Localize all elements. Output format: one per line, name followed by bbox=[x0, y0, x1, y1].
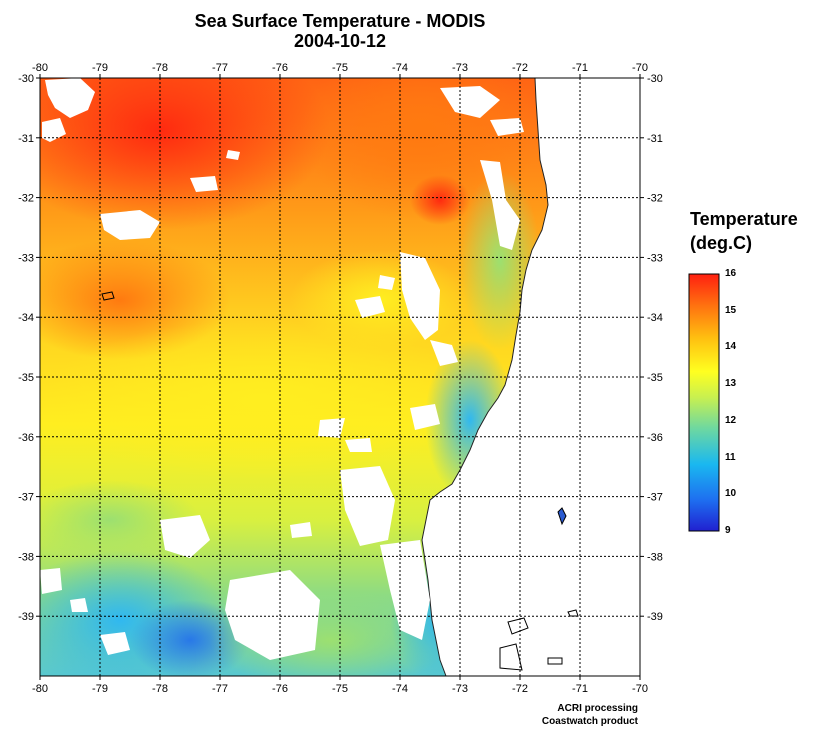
colorbar-label: 13 bbox=[725, 378, 737, 390]
lat-label-left: -33 bbox=[18, 252, 34, 264]
colorbar-label: 11 bbox=[725, 451, 736, 463]
legend-title: Temperature bbox=[690, 209, 798, 229]
lon-label-top: -80 bbox=[32, 62, 48, 74]
lon-label-top: -78 bbox=[152, 62, 168, 74]
lat-label-right: -39 bbox=[647, 611, 663, 623]
lon-label-bottom: -76 bbox=[272, 683, 288, 695]
lon-label-bottom: -70 bbox=[632, 683, 648, 695]
lat-label-left: -38 bbox=[18, 551, 34, 563]
lon-label-bottom: -80 bbox=[32, 683, 48, 695]
lon-label-top: -79 bbox=[92, 62, 108, 74]
axis-labels: -80 -79 -78 -77 -76 -75 -74 -73 -72 -71 -70 -80 -79 -… bbox=[18, 62, 663, 695]
colorbar-label: 10 bbox=[725, 488, 737, 500]
lon-label-bottom: -71 bbox=[572, 683, 588, 695]
lat-label-right: -34 bbox=[647, 312, 663, 324]
lat-label-right: -38 bbox=[647, 551, 663, 563]
lat-label-left: -39 bbox=[18, 611, 34, 623]
colorbar bbox=[688, 273, 720, 532]
lat-label-right: -31 bbox=[647, 133, 663, 145]
lat-label-left: -35 bbox=[18, 372, 34, 384]
map-date: 2004-10-12 bbox=[293, 31, 387, 51]
lon-label-bottom: -73 bbox=[452, 683, 468, 695]
lat-label-left: -31 bbox=[18, 133, 34, 145]
lat-label-right: -32 bbox=[647, 193, 663, 205]
lon-label-bottom: -78 bbox=[152, 683, 168, 695]
colorbar-label: 12 bbox=[725, 414, 737, 426]
lat-label-right: -33 bbox=[647, 252, 663, 264]
lat-label-right: -30 bbox=[647, 73, 663, 85]
lon-label-top: -76 bbox=[272, 62, 288, 74]
colorbar-label: 15 bbox=[725, 304, 737, 316]
colorbar-label: 9 bbox=[725, 525, 731, 536]
graticule bbox=[36, 74, 644, 680]
lon-label-top: -72 bbox=[512, 62, 528, 74]
legend-units: (deg.C) bbox=[690, 233, 752, 253]
credit-product: Coastwatch product bbox=[541, 716, 638, 727]
lon-label-top: -70 bbox=[632, 62, 648, 74]
map-title: Sea Surface Temperature - MODIS bbox=[194, 11, 486, 31]
lon-label-bottom: -75 bbox=[332, 683, 348, 695]
lat-label-left: -37 bbox=[18, 492, 34, 504]
colorbar-label: 14 bbox=[725, 341, 737, 353]
lon-label-top: -73 bbox=[452, 62, 468, 74]
map-frame bbox=[39, 77, 641, 677]
lon-label-bottom: -79 bbox=[92, 683, 108, 695]
lat-label-left: -30 bbox=[18, 73, 34, 85]
lon-label-bottom: -74 bbox=[392, 683, 408, 695]
lon-label-top: -74 bbox=[392, 62, 408, 74]
lat-label-right: -36 bbox=[647, 432, 663, 444]
lat-label-left: -34 bbox=[18, 312, 34, 324]
lon-label-top: -71 bbox=[572, 62, 588, 74]
sst-field bbox=[40, 78, 640, 676]
lon-label-bottom: -72 bbox=[512, 683, 528, 695]
lat-label-right: -35 bbox=[647, 372, 663, 384]
lon-label-bottom: -77 bbox=[212, 683, 228, 695]
lat-label-left: -32 bbox=[18, 193, 34, 205]
colorbar-label: 16 bbox=[725, 268, 737, 279]
lon-label-top: -77 bbox=[212, 62, 228, 74]
lat-label-right: -37 bbox=[647, 492, 663, 504]
lat-label-left: -36 bbox=[18, 432, 34, 444]
lon-label-top: -75 bbox=[332, 62, 348, 74]
credit-processing: ACRI processing bbox=[557, 703, 638, 714]
